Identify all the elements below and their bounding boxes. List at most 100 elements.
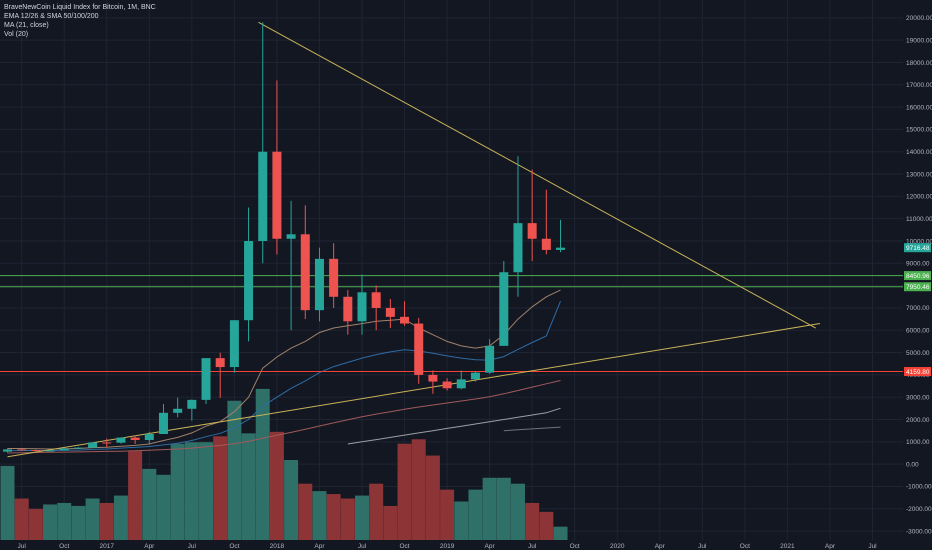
level-price-tag: 7950.46 [904, 282, 931, 292]
candle [258, 22, 268, 264]
legend-ma: MA (21, close) [4, 22, 49, 29]
candle-body [187, 399, 197, 409]
candle-body [442, 381, 452, 389]
ema26-line [7, 301, 561, 452]
price-tag-bg [904, 367, 931, 377]
y-tick-label: 0.00 [906, 461, 919, 468]
candle [527, 169, 537, 262]
y-tick-label: -1000.00 [906, 484, 932, 491]
candle-body [556, 247, 566, 250]
y-tick-label: -3000.00 [906, 528, 932, 535]
candle [187, 399, 197, 421]
volume-bar [525, 502, 540, 540]
volume-bar [14, 498, 29, 540]
volume-bar [199, 442, 214, 540]
candle [59, 448, 69, 451]
trendline [258, 21, 817, 329]
candle-body [329, 258, 339, 297]
volume-bar [468, 489, 483, 540]
volume-bar [510, 483, 525, 540]
candle-body [201, 358, 211, 400]
candle [102, 438, 112, 448]
candle-body [414, 323, 424, 375]
y-tick-label: 19000.00 [906, 37, 932, 44]
candle-body [357, 292, 367, 322]
price-tag-label: 4159.80 [906, 369, 930, 376]
volume-bar [170, 443, 185, 540]
y-tick-label: 10000.00 [906, 238, 932, 245]
level-price-tag: 8450.96 [904, 271, 931, 281]
candle [45, 449, 55, 452]
volume-bar [539, 511, 554, 540]
volume-bar [397, 443, 412, 540]
level-price-tag: 4159.80 [904, 367, 931, 377]
candle [357, 274, 367, 335]
price-tag-label: 8450.96 [906, 273, 930, 280]
candle [130, 435, 140, 445]
y-tick-label: 15000.00 [906, 127, 932, 134]
candle [541, 189, 551, 255]
volume-bar [454, 501, 469, 540]
volume-bar [411, 439, 426, 540]
candle-body [485, 345, 495, 373]
y-tick-label: 12000.00 [906, 194, 932, 201]
ema12-line [7, 289, 561, 450]
candle-body [244, 240, 254, 321]
candle-body [102, 442, 112, 444]
x-tick-label: Jul [698, 543, 707, 550]
y-tick-label: 9000.00 [906, 261, 930, 268]
candle [244, 207, 254, 342]
candle [31, 449, 41, 452]
candle-body [31, 450, 41, 452]
volume-bar [269, 431, 284, 540]
candle [442, 378, 452, 391]
x-tick-label: Oct [59, 543, 69, 550]
candle [371, 285, 381, 331]
candle [272, 80, 282, 255]
volume-bar [355, 495, 369, 540]
y-tick-label: 3000.00 [906, 394, 930, 401]
candle [314, 247, 324, 322]
y-tick-label: 13000.00 [906, 171, 932, 178]
candle [499, 261, 509, 346]
current-price-tag: 9716.48 [904, 243, 931, 253]
candle [144, 431, 154, 445]
candle-body [527, 223, 537, 239]
candle-body [17, 449, 27, 451]
volume-bar [241, 433, 256, 540]
candle [229, 320, 239, 373]
candle [513, 156, 523, 297]
candle [485, 339, 495, 374]
candle [300, 205, 310, 320]
x-tick-label: Jul [528, 543, 537, 550]
legend-title: BraveNewCoin Liquid Index for Bitcoin, 1… [4, 4, 156, 11]
candle-body [45, 450, 55, 452]
volume-bar [425, 455, 440, 540]
candle-body [158, 412, 168, 435]
candle-body [513, 223, 523, 273]
volume-bar [482, 477, 497, 540]
y-tick-label: 6000.00 [906, 328, 930, 335]
volume-bar [113, 495, 128, 540]
candle-body [385, 307, 395, 317]
x-tick-label: Apr [485, 543, 496, 550]
trendline [7, 323, 821, 458]
candle [3, 448, 12, 453]
candle [329, 243, 339, 308]
x-tick-label: Oct [740, 543, 750, 550]
candle-body [173, 408, 183, 413]
candle [116, 437, 126, 444]
candle [201, 358, 211, 404]
candle [414, 317, 424, 384]
y-tick-label: 18000.00 [906, 60, 932, 67]
y-tick-label: -2000.00 [906, 506, 932, 513]
volume-bar [28, 508, 43, 540]
candle [470, 371, 480, 382]
x-tick-label: Apr [314, 543, 325, 550]
volume-bar [369, 483, 384, 540]
y-tick-label: 7000.00 [906, 305, 930, 312]
volume-bar [227, 400, 242, 540]
price-tag-label: 9716.48 [906, 245, 930, 252]
x-tick-label: Apr [144, 543, 155, 550]
